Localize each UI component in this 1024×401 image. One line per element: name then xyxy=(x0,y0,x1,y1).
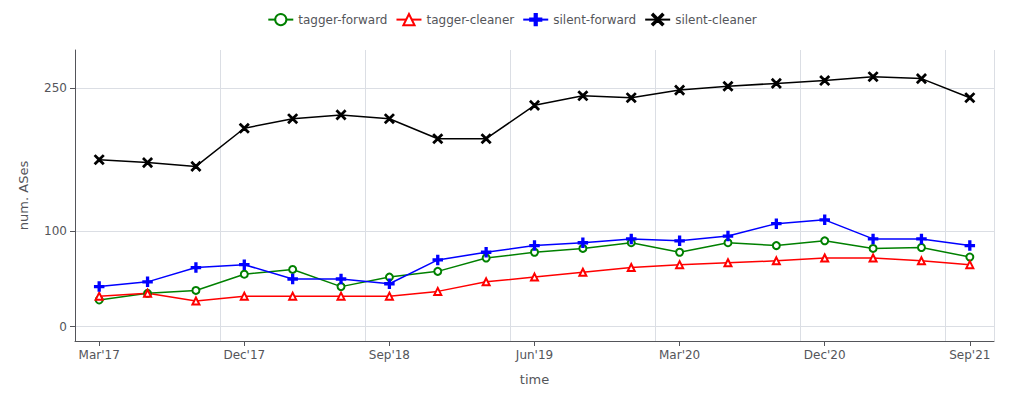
svg-text:0: 0 xyxy=(59,320,67,334)
svg-text:Dec'20: Dec'20 xyxy=(804,348,846,362)
svg-text:100: 100 xyxy=(44,224,67,238)
svg-text:tagger-cleaner: tagger-cleaner xyxy=(426,13,514,27)
svg-text:Jun'19: Jun'19 xyxy=(515,348,553,362)
svg-text:silent-forward: silent-forward xyxy=(553,13,636,27)
svg-text:250: 250 xyxy=(44,81,67,95)
svg-text:Sep'18: Sep'18 xyxy=(369,348,410,362)
svg-text:num. ASes: num. ASes xyxy=(16,161,31,231)
svg-text:time: time xyxy=(520,372,549,387)
svg-text:Dec'17: Dec'17 xyxy=(223,348,265,362)
svg-text:tagger-forward: tagger-forward xyxy=(298,13,387,27)
svg-text:Mar'20: Mar'20 xyxy=(659,348,700,362)
svg-text:silent-cleaner: silent-cleaner xyxy=(675,13,757,27)
svg-text:Sep'21: Sep'21 xyxy=(949,348,990,362)
svg-text:Mar'17: Mar'17 xyxy=(79,348,120,362)
